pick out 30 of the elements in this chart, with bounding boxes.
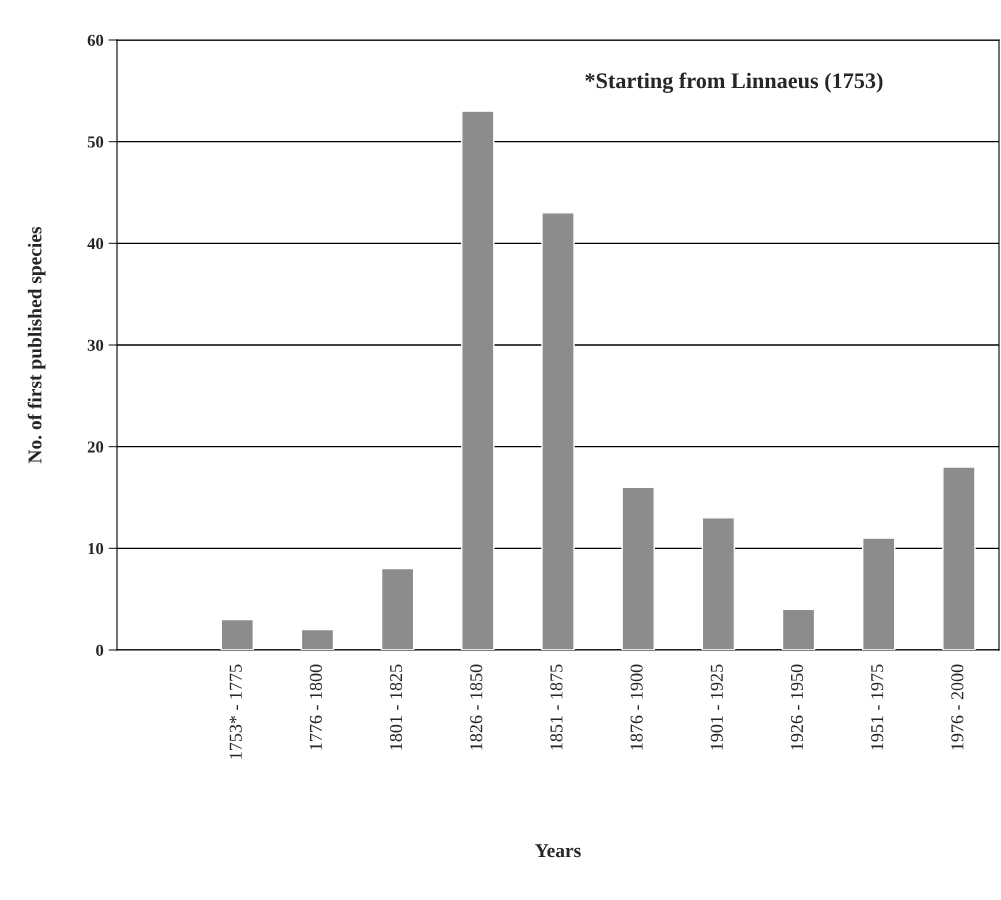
y-tick-label: 20 [87,441,104,453]
x-tick-label: 1753* - 1775 [229,664,242,759]
bar [861,537,896,650]
x-tick-label: 1876 - 1900 [630,664,643,750]
y-tick-label: 0 [96,644,104,656]
x-tick-label: 1926 - 1950 [790,664,804,750]
bar [701,517,736,650]
y-tick-label: 60 [87,34,104,46]
x-tick-label: 1801 - 1825 [389,664,403,750]
x-tick-label: 1851 - 1875 [550,664,563,750]
y-tick-label: 50 [87,136,104,148]
x-tick-label: 1901 - 1925 [710,664,723,750]
bar [621,486,655,650]
y-axis-title: No. of first published species [27,226,46,464]
y-tick-label: 10 [88,543,104,555]
annotation: *Starting from Linnaeus (1753) [585,72,883,93]
bar [781,608,816,650]
x-axis-title: Years [535,844,581,858]
bar [300,628,335,650]
bar [942,466,976,650]
bar [461,110,495,650]
bar [380,567,415,650]
x-tick-label: 1776 - 1800 [309,664,322,750]
y-tick-label: 40 [87,238,104,250]
bar [541,212,575,650]
x-tick-label: 1976 - 2000 [951,664,964,750]
y-tick-label: 30 [87,339,104,351]
bar [220,618,255,650]
x-tick-label: 1826 - 1850 [470,664,483,750]
x-tick-label: 1951 - 1975 [871,664,884,750]
